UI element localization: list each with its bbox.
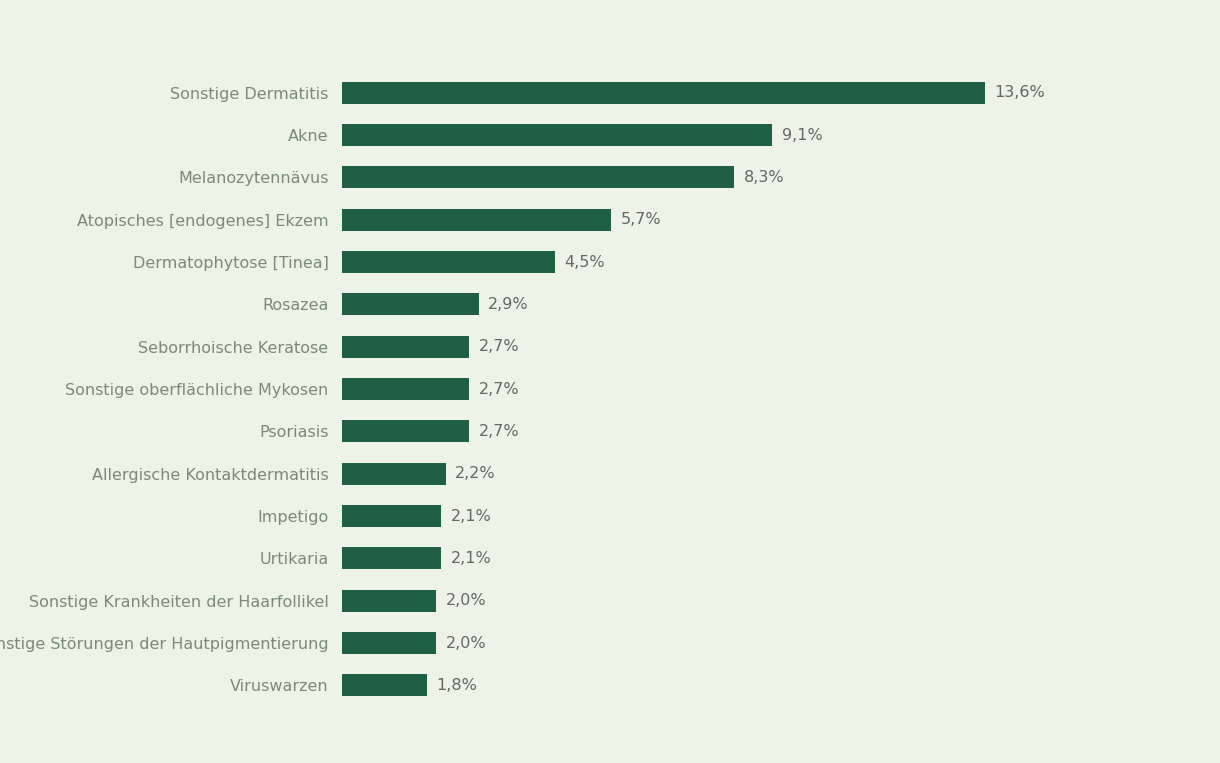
Text: 13,6%: 13,6%	[994, 85, 1046, 100]
Bar	[342, 632, 437, 654]
Text: 2,1%: 2,1%	[450, 551, 492, 566]
Text: 2,2%: 2,2%	[455, 466, 495, 481]
Bar	[342, 378, 470, 400]
Bar	[342, 294, 478, 315]
Text: 2,7%: 2,7%	[478, 382, 520, 397]
Bar	[342, 548, 440, 569]
Bar	[342, 505, 440, 527]
Text: 5,7%: 5,7%	[621, 212, 661, 227]
Bar	[342, 82, 986, 104]
Text: 2,1%: 2,1%	[450, 509, 492, 523]
Text: 2,9%: 2,9%	[488, 297, 529, 312]
Text: 8,3%: 8,3%	[744, 170, 784, 185]
Text: 2,0%: 2,0%	[445, 636, 487, 651]
Text: 4,5%: 4,5%	[564, 255, 605, 269]
Text: 9,1%: 9,1%	[782, 127, 822, 143]
Bar	[342, 420, 470, 443]
Text: 2,0%: 2,0%	[445, 594, 487, 608]
Text: 2,7%: 2,7%	[478, 424, 520, 439]
Text: 2,7%: 2,7%	[478, 340, 520, 354]
Bar	[342, 674, 427, 697]
Bar	[342, 251, 555, 273]
Bar	[342, 336, 470, 358]
Bar	[342, 166, 734, 188]
Text: 1,8%: 1,8%	[437, 678, 477, 693]
Bar	[342, 590, 437, 612]
Bar	[342, 463, 445, 485]
Bar	[342, 209, 611, 230]
Bar	[342, 124, 772, 146]
